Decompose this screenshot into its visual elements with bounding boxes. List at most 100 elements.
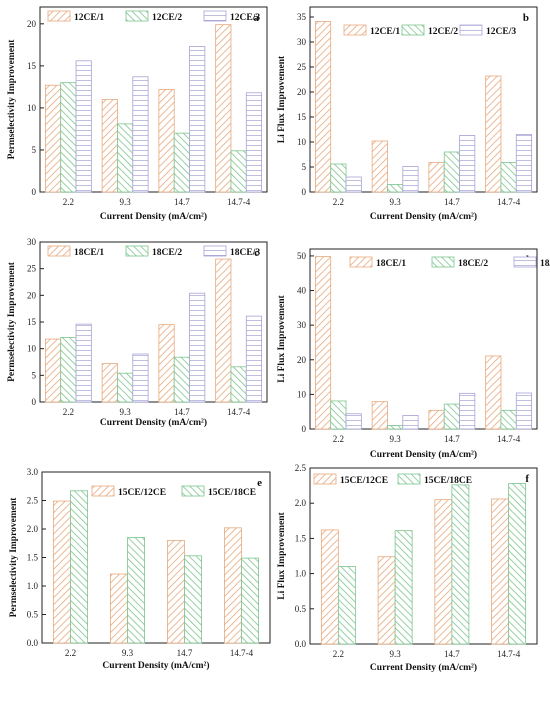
- x-tick-label: 14.7: [444, 434, 460, 444]
- y-tick-label: 1.0: [295, 569, 307, 579]
- legend-label: 12CE/2: [428, 27, 458, 37]
- y-tick-label: 2.5: [27, 496, 39, 506]
- legend: 12CE/1 12CE/2 12CE/3: [47, 10, 260, 23]
- legend-swatch: [401, 24, 425, 36]
- y-tick-label: 0.5: [295, 604, 307, 614]
- y-axis-title: Li Flux Improvement: [277, 294, 287, 382]
- bar-15ce-12ce-3: [491, 498, 510, 645]
- y-axis-title: Permselectivity Improvement: [7, 39, 17, 160]
- bar-18ce-1-3: [485, 355, 502, 430]
- legend: 18CE/1 18CE/2 18CE/3: [47, 245, 260, 258]
- y-tick-label: 10: [297, 137, 307, 147]
- legend-label: 18/3: [540, 259, 550, 269]
- legend: 15CE/12CE 15CE/18CE: [91, 485, 256, 498]
- legend-swatch: [203, 10, 227, 22]
- y-tick-label: 0.0: [27, 638, 39, 648]
- panel-d: 010203040502.29.314.714.7-4d18CE/118CE/2…: [277, 248, 550, 460]
- x-tick-label: 14.7-4: [497, 197, 521, 207]
- y-tick-label: 0.0: [295, 639, 307, 649]
- bar-15ce-18ce-1: [127, 537, 146, 644]
- bar-15ce-12ce-1: [110, 573, 128, 644]
- y-tick-label: 50: [297, 251, 307, 261]
- bar-12ce-1-2: [428, 162, 445, 193]
- bar-18-3-3: [515, 392, 533, 430]
- panel-e: 0.00.51.01.52.02.53.02.2 9.3 14.7 14.7-4e15…: [9, 467, 271, 671]
- legend-label: 12CE/2: [152, 13, 182, 23]
- bar-18-3-1: [402, 415, 419, 430]
- x-tick-label: 2.2: [63, 197, 74, 207]
- y-tick-label: 0: [302, 424, 307, 434]
- y-tick-label: 30: [297, 37, 307, 47]
- legend-swatch: [47, 245, 71, 257]
- bar-18ce-2-1: [117, 372, 134, 403]
- bar-15ce-12ce-3: [223, 527, 242, 644]
- bar-18ce-2-1: [387, 425, 404, 430]
- plot-frame: [309, 6, 538, 193]
- x-tick-label: 9.3: [390, 434, 402, 444]
- y-tick-label: 20: [27, 19, 37, 29]
- legend-swatch: [91, 485, 115, 497]
- panel-label: e: [257, 477, 262, 489]
- legend-label: 18CE/3: [230, 248, 260, 258]
- y-axis-title: Permselectivity Improvement: [9, 497, 19, 618]
- x-tick-label: 2.2: [65, 648, 76, 658]
- bar-18ce-2-2: [173, 356, 190, 403]
- legend-label: 15CE/12CE: [340, 476, 388, 486]
- bar-15ce-12ce-1: [377, 556, 396, 645]
- bar-12ce-1-1: [101, 99, 118, 193]
- bar-15ce-12ce-0: [320, 529, 339, 645]
- bar-12ce-3-2: [189, 46, 206, 193]
- legend-label: 12CE/1: [74, 13, 104, 23]
- y-axis-title: Li Flux Improvement: [277, 511, 287, 599]
- y-tick-label: 2.5: [295, 463, 307, 473]
- y-tick-label: 25: [27, 264, 37, 274]
- bar-18ce-1-0: [314, 256, 332, 430]
- y-tick-label: 35: [297, 12, 307, 22]
- x-tick-label: 2.2: [333, 197, 344, 207]
- y-tick-label: 1.5: [27, 553, 39, 563]
- x-tick-label: 2.2: [333, 434, 344, 444]
- legend-label: 15CE/18CE: [208, 488, 256, 498]
- legend-label: 15CE/12CE: [118, 488, 166, 498]
- bar-12ce-3-3: [245, 92, 263, 193]
- panel-label: b: [523, 12, 529, 24]
- y-tick-label: 10: [27, 103, 37, 113]
- y-tick-label: 0: [32, 187, 37, 197]
- legend-swatch: [125, 10, 149, 22]
- bar-18ce-1-1: [371, 401, 388, 430]
- legend-label: 15CE/18CE: [424, 476, 472, 486]
- x-axis-title: Current Density (mA/cm²): [100, 211, 207, 222]
- bar-18ce-2-0: [60, 337, 77, 403]
- bar-15ce-18ce-3: [508, 483, 527, 645]
- y-tick-label: 1.5: [295, 533, 307, 543]
- x-tick-label: 14.7-4: [497, 434, 521, 444]
- bar-12ce-2-2: [443, 151, 460, 193]
- bar-12ce-2-1: [387, 184, 404, 193]
- y-tick-label: 10: [297, 389, 307, 399]
- y-tick-label: 25: [297, 62, 307, 72]
- bar-12ce-1-1: [371, 140, 388, 193]
- plot-frame: [309, 248, 538, 430]
- y-tick-label: 40: [297, 286, 307, 296]
- bar-18ce-2-0: [330, 400, 347, 430]
- legend-label: 12CE/3: [230, 13, 260, 23]
- y-tick-label: 1.0: [27, 581, 39, 591]
- x-tick-label: 14.7: [444, 197, 460, 207]
- y-tick-label: 5: [32, 145, 37, 155]
- y-tick-label: 2.0: [27, 524, 39, 534]
- bar-12ce-3-1: [402, 166, 419, 193]
- bar-18ce-3-1: [132, 353, 149, 403]
- y-tick-label: 5: [302, 162, 307, 172]
- x-tick-label: 9.3: [390, 197, 402, 207]
- bar-18-3-0: [345, 413, 362, 430]
- legend: 12CE/1 12CE/2 12CE/3: [343, 24, 516, 37]
- legend: 15CE/12CE 15CE/18CE: [313, 473, 472, 486]
- legend-swatch: [47, 10, 71, 22]
- y-tick-label: 30: [297, 320, 307, 330]
- bar-15ce-18ce-2: [451, 484, 470, 645]
- x-tick-label: 14.7: [444, 649, 460, 659]
- bar-18ce-1-2: [428, 409, 445, 430]
- y-tick-label: 3.0: [27, 467, 39, 477]
